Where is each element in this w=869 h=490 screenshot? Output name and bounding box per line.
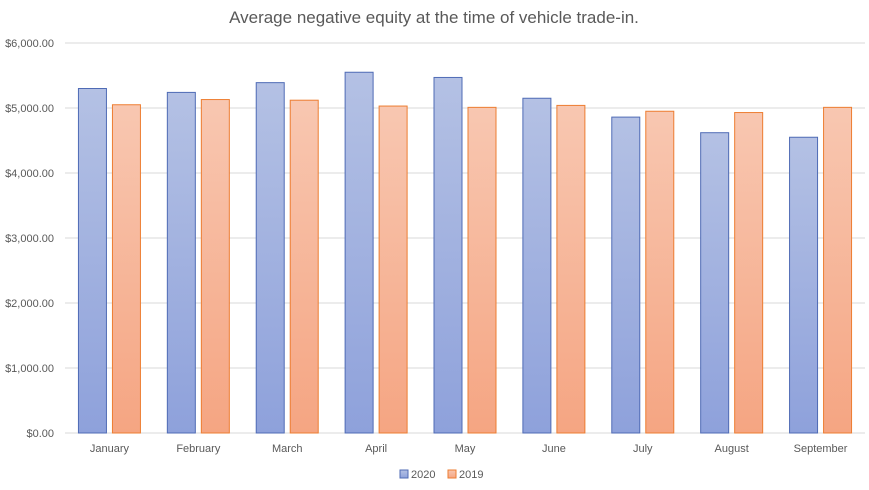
bar-2019-september bbox=[823, 106, 853, 434]
y-tick-label: $4,000.00 bbox=[5, 168, 54, 180]
x-tick-label: April bbox=[365, 443, 387, 455]
bar-2020-may bbox=[433, 76, 463, 434]
bar-2020-march bbox=[255, 82, 285, 434]
x-tick-label: January bbox=[90, 443, 130, 455]
x-tick-label: May bbox=[455, 443, 476, 455]
x-tick-label: February bbox=[176, 443, 221, 455]
x-tick-label: September bbox=[794, 443, 848, 455]
x-tick-label: July bbox=[633, 443, 653, 455]
chart-title: Average negative equity at the time of v… bbox=[229, 8, 639, 27]
y-tick-label: $5,000.00 bbox=[5, 103, 54, 115]
bar-2019-august bbox=[734, 112, 764, 434]
bar-2019-february bbox=[200, 99, 230, 434]
gridlines bbox=[65, 42, 865, 434]
bar-2019-january bbox=[111, 104, 141, 434]
legend: 2020 2019 bbox=[399, 469, 483, 481]
legend-swatch-2020 bbox=[399, 469, 409, 479]
bar-2020-february bbox=[166, 91, 196, 434]
legend-label-2019: 2019 bbox=[459, 469, 483, 481]
bar-2020-april bbox=[344, 71, 374, 434]
x-tick-label: June bbox=[542, 443, 566, 455]
y-tick-label: $2,000.00 bbox=[5, 298, 54, 310]
bar-2019-june bbox=[556, 104, 586, 434]
y-tick-label: $1,000.00 bbox=[5, 363, 54, 375]
bar-2020-january bbox=[77, 88, 107, 434]
bar-2020-september bbox=[789, 136, 819, 434]
y-axis-ticks: $0.00 $1,000.00 $2,000.00 $3,000.00 $4,000.0… bbox=[5, 38, 54, 440]
legend-swatch-2019 bbox=[447, 469, 457, 479]
bar-2019-march bbox=[289, 99, 319, 434]
y-tick-label: $3,000.00 bbox=[5, 233, 54, 245]
bar-2020-august bbox=[700, 132, 730, 434]
legend-label-2020: 2020 bbox=[411, 469, 435, 481]
bar-2020-july bbox=[611, 116, 641, 434]
bar-2019-april bbox=[378, 105, 408, 434]
y-tick-label: $6,000.00 bbox=[5, 38, 54, 50]
x-tick-label: March bbox=[272, 443, 303, 455]
x-tick-label: August bbox=[715, 443, 749, 455]
bar-2019-may bbox=[467, 106, 497, 434]
bars bbox=[77, 71, 853, 434]
x-axis-ticks: January February March April May June July Augu… bbox=[90, 443, 848, 455]
bar-2019-july bbox=[645, 110, 675, 434]
y-tick-label: $0.00 bbox=[26, 428, 54, 440]
bar-2020-june bbox=[522, 97, 552, 434]
